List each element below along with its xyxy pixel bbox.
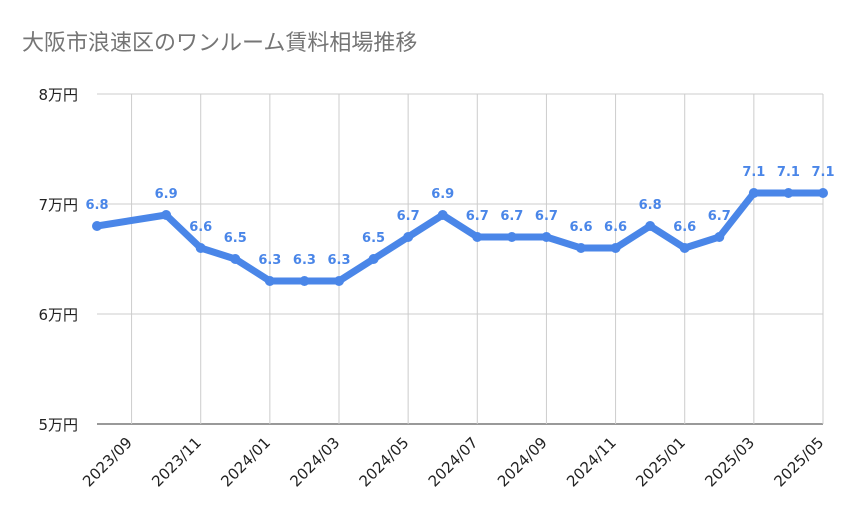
data-label: 6.6 <box>569 220 592 235</box>
data-point <box>679 243 690 253</box>
data-label: 6.8 <box>85 198 108 213</box>
data-label: 6.6 <box>673 220 696 235</box>
y-tick-label: 7万円 <box>38 196 78 214</box>
y-axis-ticks: 5万円 6万円 7万円 8万円 <box>38 86 78 434</box>
x-tick-label: 2024/05 <box>356 434 413 491</box>
grid-layer <box>97 93 824 425</box>
x-tick-label: 2024/01 <box>217 434 274 491</box>
data-label: 6.3 <box>258 253 281 268</box>
data-point <box>783 188 794 198</box>
data-point <box>714 232 725 242</box>
data-label: 6.7 <box>708 209 731 224</box>
x-tick-label: 2025/03 <box>701 434 758 491</box>
data-point <box>541 232 552 242</box>
data-label: 6.6 <box>604 220 627 235</box>
data-point <box>92 221 102 231</box>
data-label: 6.5 <box>224 231 247 246</box>
data-point <box>506 232 517 242</box>
data-point <box>195 243 206 253</box>
data-point <box>437 210 448 220</box>
data-point <box>161 210 172 220</box>
x-tick-label: 2025/01 <box>632 434 689 491</box>
data-point <box>576 243 586 253</box>
data-label: 7.1 <box>742 165 765 180</box>
data-label: 6.7 <box>397 209 420 224</box>
data-point <box>368 254 379 264</box>
data-label: 6.3 <box>327 253 350 268</box>
x-tick-label: 2023/09 <box>79 434 136 491</box>
x-tick-label: 2023/11 <box>148 434 205 491</box>
x-tick-label: 2024/07 <box>425 434 482 491</box>
y-tick-label: 6万円 <box>38 306 78 324</box>
series-line <box>93 189 827 285</box>
data-point <box>299 276 310 286</box>
data-label: 7.1 <box>811 165 834 180</box>
data-points <box>92 188 828 286</box>
data-label: 6.9 <box>431 187 454 202</box>
data-label: 6.7 <box>535 209 558 224</box>
x-tick-label: 2024/03 <box>286 434 343 491</box>
data-label: 6.5 <box>362 231 385 246</box>
data-point <box>230 254 241 264</box>
x-axis-ticks: 2023/09 2023/11 2024/01 2024/03 2024/05 2024/… <box>79 434 827 491</box>
x-tick-label: 2025/05 <box>770 434 827 491</box>
data-label: 6.3 <box>293 253 316 268</box>
y-tick-label: 5万円 <box>38 416 78 434</box>
data-labels: 6.8 6.9 6.6 6.5 6.3 6.3 6.3 6.5 6.7 6.9 6.7 6.7 6.7 6… <box>85 165 834 268</box>
data-point <box>818 188 828 198</box>
data-point <box>334 276 344 286</box>
data-label: 6.6 <box>189 220 212 235</box>
x-tick-label: 2024/11 <box>563 434 620 491</box>
data-point <box>264 276 275 286</box>
y-tick-label: 8万円 <box>38 86 78 104</box>
data-point <box>472 232 483 242</box>
data-label: 6.7 <box>466 209 489 224</box>
data-point <box>610 243 621 253</box>
data-label: 6.7 <box>500 209 523 224</box>
data-label: 7.1 <box>777 165 800 180</box>
data-point <box>645 221 656 231</box>
data-label: 6.8 <box>639 198 662 213</box>
data-point <box>403 232 414 242</box>
data-label: 6.9 <box>155 187 178 202</box>
x-tick-label: 2024/09 <box>494 434 551 491</box>
data-point <box>748 188 759 198</box>
chart-title: 大阪市浪速区のワンルーム賃料相場推移 <box>22 31 417 56</box>
